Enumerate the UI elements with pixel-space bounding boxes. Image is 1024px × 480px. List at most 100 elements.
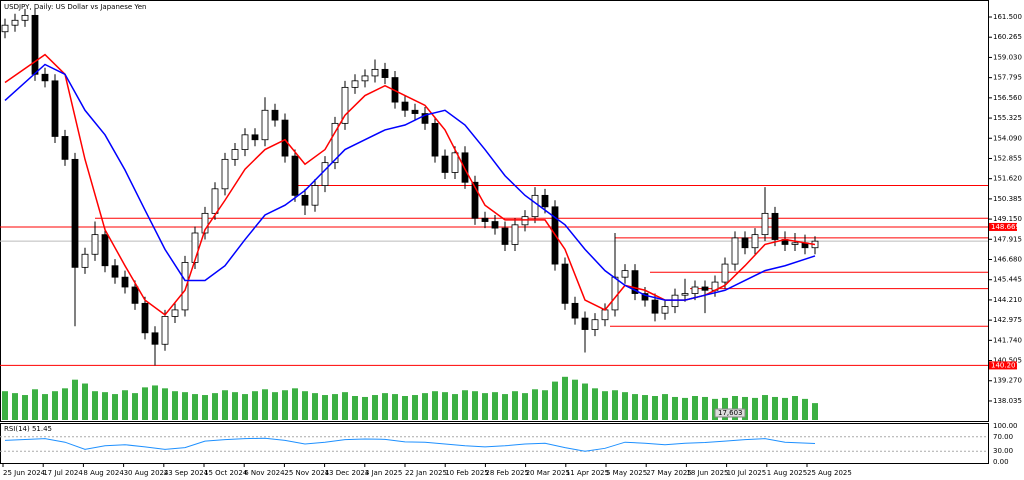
candle-body xyxy=(41,73,49,82)
volume-bar xyxy=(42,394,48,420)
candle-body xyxy=(641,293,649,301)
level-tag xyxy=(989,361,1017,370)
volume-bar xyxy=(442,392,448,420)
x-tick-label: 10 Jul 2025 xyxy=(727,469,767,477)
volume-bar xyxy=(532,389,538,420)
candle-body xyxy=(291,155,299,196)
candle-body xyxy=(791,242,799,245)
volume-bar xyxy=(522,393,528,420)
volume-bar xyxy=(142,387,148,420)
x-tick-label: 25 Nov 2024 xyxy=(284,469,329,477)
candle-body xyxy=(741,237,749,249)
volume-bar xyxy=(772,396,778,420)
volume-bar xyxy=(452,394,458,420)
volume-bar xyxy=(292,388,298,420)
y-tick-label: 150.385 xyxy=(993,195,1022,203)
y-tick-label: 160.265 xyxy=(993,33,1022,41)
x-tick-label: 11 Apr 2025 xyxy=(566,469,609,477)
volume-bar xyxy=(302,391,308,420)
y-tick-label: 144.210 xyxy=(993,296,1022,304)
x-tick-label: 5 May 2025 xyxy=(606,469,647,477)
volume-bar xyxy=(542,390,548,420)
level-label: 140.207 xyxy=(991,361,1020,369)
volume-bar xyxy=(812,403,818,420)
volume-bar xyxy=(492,392,498,420)
y-tick-label: 146.680 xyxy=(993,256,1022,264)
x-tick-label: 22 Jan 2025 xyxy=(405,469,447,477)
chart-title: USDJPY, Daily: US Dollar vs Japanese Yen xyxy=(4,3,146,11)
volume-bar xyxy=(742,396,748,420)
volume-bar xyxy=(662,394,668,420)
volume-bar xyxy=(322,395,328,420)
volume-bar xyxy=(732,396,738,420)
y-tick-label: 154.090 xyxy=(993,134,1022,142)
candle-body xyxy=(251,134,259,141)
volume-bar xyxy=(642,395,648,420)
volume-bar xyxy=(332,394,338,420)
y-tick-label: 156.560 xyxy=(993,94,1022,102)
candle-body xyxy=(141,302,149,334)
volume-bar xyxy=(82,383,88,420)
candle-body xyxy=(261,109,269,141)
candle-body xyxy=(231,149,239,160)
candle-body xyxy=(211,188,219,214)
volume-bar xyxy=(412,395,418,420)
volume-bar xyxy=(272,392,278,420)
candle-body xyxy=(651,299,659,314)
volume-bar xyxy=(192,394,198,420)
volume-bar xyxy=(612,390,618,420)
price-panel xyxy=(0,0,989,422)
volume-bar xyxy=(552,381,558,420)
candle-body xyxy=(171,309,179,317)
volume-bar xyxy=(172,391,178,420)
volume-bar xyxy=(252,391,258,420)
rsi-panel xyxy=(0,423,989,464)
volume-bar xyxy=(102,392,108,420)
candle-body xyxy=(571,302,579,319)
candle-body xyxy=(621,270,629,278)
candle-body xyxy=(421,113,429,124)
candle-body xyxy=(501,227,509,245)
volume-bar xyxy=(342,392,348,420)
volume-bar xyxy=(402,396,408,420)
candle-body xyxy=(11,19,19,26)
rsi-tick-label: 100.00 xyxy=(993,422,1018,430)
volume-bar xyxy=(122,390,128,420)
y-tick-label: 155.325 xyxy=(993,114,1022,122)
y-tick-label: 151.620 xyxy=(993,175,1022,183)
volume-bar xyxy=(632,394,638,420)
candle-body xyxy=(91,234,99,255)
candle-body xyxy=(671,294,679,308)
volume-bar xyxy=(432,391,438,420)
candle-body xyxy=(351,80,359,88)
volume-bar xyxy=(202,395,208,420)
candle-body xyxy=(281,119,289,157)
candle-body xyxy=(661,306,669,314)
candle-body xyxy=(371,68,379,77)
volume-bar xyxy=(72,379,78,420)
candle-body xyxy=(701,286,709,291)
candle-body xyxy=(81,253,89,268)
candle-body xyxy=(271,109,279,121)
volume-bar xyxy=(232,392,238,420)
candle-body xyxy=(1,24,9,33)
x-tick-label: 18 Jun 2025 xyxy=(686,469,728,477)
candle-body xyxy=(221,158,229,190)
candle-body xyxy=(411,109,419,114)
volume-bar xyxy=(152,385,158,420)
volume-bar xyxy=(32,389,38,420)
volume-bar xyxy=(352,396,358,420)
x-tick-label: 3 Jan 2025 xyxy=(365,469,403,477)
level-label: 148.669 xyxy=(991,223,1020,231)
volume-bar xyxy=(462,390,468,420)
x-tick-label: 25 Jun 2024 xyxy=(3,469,46,477)
volume-bar xyxy=(582,383,588,420)
candle-body xyxy=(181,262,189,311)
candle-body xyxy=(681,293,689,296)
volume-bar xyxy=(472,391,478,420)
volume-bar xyxy=(672,396,678,420)
ma-line xyxy=(4,63,816,301)
y-tick-label: 138.035 xyxy=(993,397,1022,405)
candle-body xyxy=(101,234,109,267)
